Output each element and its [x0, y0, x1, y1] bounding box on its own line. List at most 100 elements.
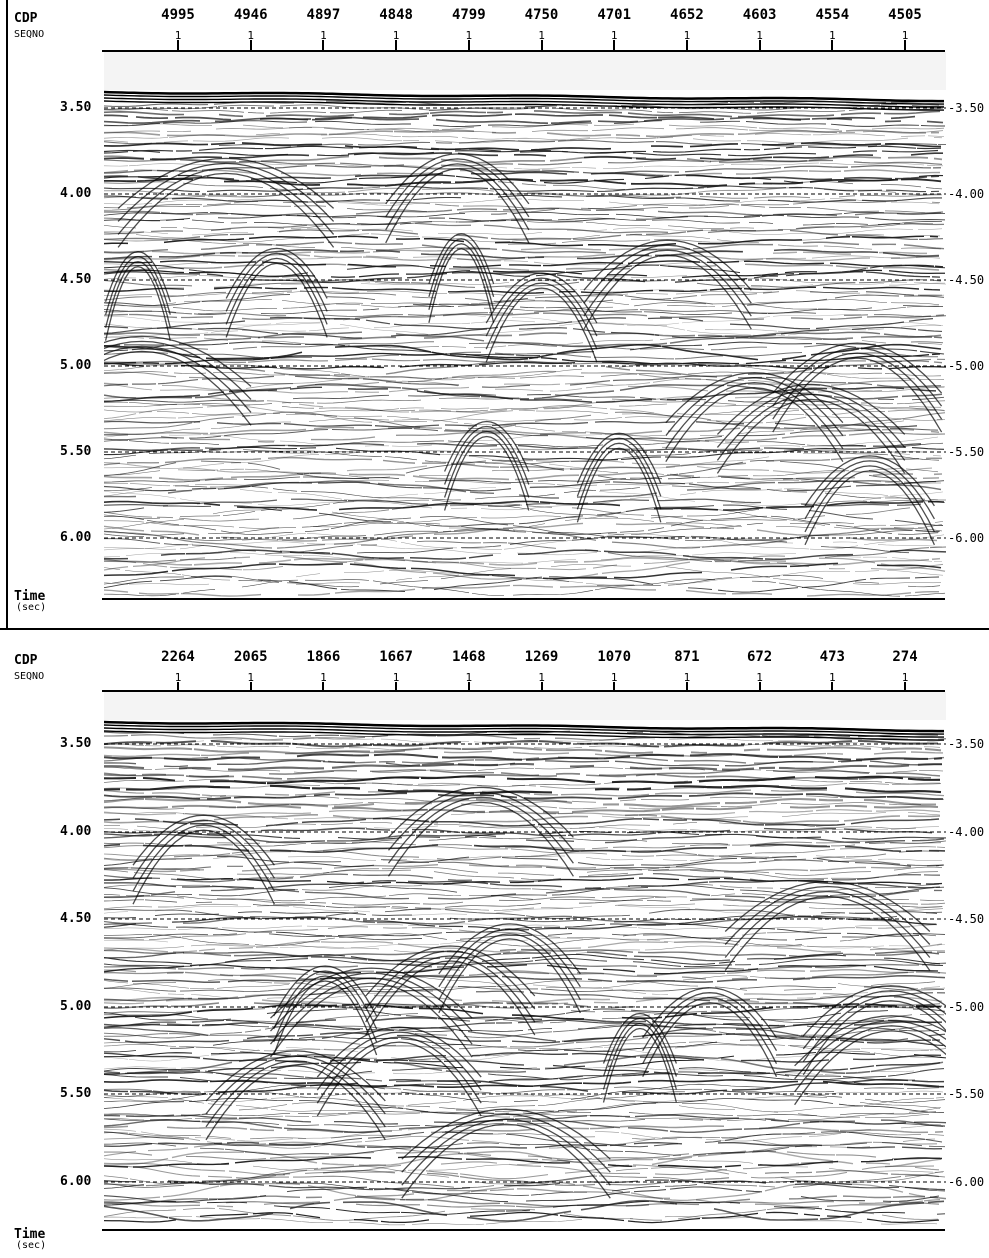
cdp-tick-mark [613, 40, 616, 50]
diffraction-curve [443, 430, 530, 498]
reflector-line [104, 1161, 940, 1176]
seismic-panel-top: CDP SEQNO 4995 1 4946 1 4897 1 4848 1 4799 1 4750 1… [0, 0, 989, 628]
time-tick-label-right: -5.00 [948, 359, 985, 373]
reflector-line [104, 1094, 945, 1113]
seqno-tick-label: 1 [828, 671, 836, 684]
time-axis-title: Time [14, 589, 46, 604]
diffraction-curve [273, 975, 378, 1043]
seafloor-reflector [104, 90, 944, 103]
reflector-line [104, 233, 941, 243]
reflector-line [104, 431, 946, 443]
time-axis-unit: (sec) [16, 1240, 47, 1251]
time-tick-label-right: -6.00 [948, 1175, 985, 1189]
diffraction-curve [642, 992, 778, 1052]
diffraction-curve [444, 420, 530, 472]
diffraction-curve [132, 824, 275, 892]
time-tick-label-right: -3.50 [948, 737, 985, 751]
time-tick-label: 4.00 [60, 824, 92, 839]
reflector-line [104, 528, 940, 549]
cdp-tick-label: 2065 [233, 649, 268, 665]
reflector-line [104, 985, 944, 993]
cdp-tick-label: 1070 [597, 649, 632, 665]
reflector-line [104, 784, 942, 795]
diffraction-curve [794, 1020, 946, 1080]
diffraction-curve [485, 272, 598, 324]
diffraction-curve [385, 168, 530, 244]
reflector-line [104, 533, 945, 550]
cdp-tick-label: 4995 [161, 7, 195, 23]
reflector-line [104, 110, 941, 118]
time-tick-label-right: -5.00 [948, 1000, 985, 1014]
reflector-line [104, 953, 941, 965]
seqno-tick-label: 1 [465, 671, 473, 684]
diffraction-curve [485, 287, 598, 363]
diffraction-curve [401, 1108, 611, 1160]
reflector-line [104, 1090, 941, 1110]
reflector-line [104, 393, 945, 403]
reflector-line [104, 1078, 945, 1095]
seqno-tick-label: 1 [610, 29, 618, 42]
diffraction-curve [576, 437, 662, 497]
reflector-line [104, 552, 943, 564]
seqno-tick-label: 1 [683, 671, 691, 684]
seafloor-reflector [104, 730, 944, 741]
diffraction-curve [602, 1022, 678, 1090]
cdp-tick-mark [249, 40, 252, 50]
reflector-line [104, 779, 942, 787]
diffraction-curve [225, 247, 328, 299]
diffraction-curve [716, 388, 906, 448]
reflector-line [104, 808, 941, 816]
cdp-tick-mark [613, 682, 616, 692]
diffraction-curve [117, 157, 335, 209]
reflector-line [104, 211, 945, 219]
diffraction-curve [428, 248, 495, 323]
seqno-header-label: SEQNO [14, 29, 45, 40]
diffraction-curve [794, 1030, 946, 1106]
seafloor-reflector [104, 727, 944, 738]
reflector-line [104, 558, 944, 571]
diffraction-curve [485, 277, 598, 337]
time-tick-label: 5.50 [60, 444, 92, 459]
time-tick-label: 3.50 [60, 100, 92, 115]
cdp-tick-mark [540, 682, 543, 692]
diffraction-curve [438, 933, 581, 1001]
reflector-line [104, 1164, 935, 1180]
diffraction-curve [583, 244, 752, 304]
diffraction-curve [269, 982, 473, 1058]
cdp-tick-mark [249, 682, 252, 692]
reflector-line [104, 1125, 944, 1134]
diffraction-curve [438, 938, 581, 1014]
seqno-header-label: SEQNO [14, 671, 45, 682]
reflector-line [104, 855, 945, 868]
cdp-tick-label: 672 [746, 649, 773, 665]
diffraction-curve [804, 460, 935, 520]
reflector-line [104, 446, 924, 454]
time-axis-title: Time [14, 1227, 46, 1242]
reflector-line [104, 1188, 941, 1208]
cdp-tick-label: 1468 [451, 649, 486, 665]
reflector-line [104, 123, 945, 131]
diffraction-curve [365, 945, 536, 997]
reflector-line [104, 427, 939, 441]
reflector-lines [104, 720, 946, 1225]
diffraction-curve [388, 786, 574, 838]
cdp-tick-label: 871 [674, 649, 700, 665]
reflector-line [104, 459, 940, 481]
cdp-tick-mark [467, 682, 470, 692]
diffraction-curve [802, 1000, 946, 1076]
reflector-line [104, 830, 946, 840]
reflector-line [104, 253, 940, 262]
cdp-tick-label: 4750 [524, 7, 559, 23]
reflector-line [104, 895, 946, 906]
diffraction-curve [316, 1041, 482, 1117]
cdp-tick-mark [322, 682, 325, 692]
time-tick-label: 6.00 [60, 1174, 92, 1189]
reflector-line [104, 185, 940, 193]
diffraction-curve [104, 345, 252, 413]
diffraction-curve [117, 167, 335, 235]
reflector-line [104, 322, 944, 337]
reflector-line [104, 515, 944, 529]
cdp-tick-label: 4799 [451, 7, 486, 23]
reflector-line [104, 522, 943, 536]
reflector-line [104, 407, 945, 415]
